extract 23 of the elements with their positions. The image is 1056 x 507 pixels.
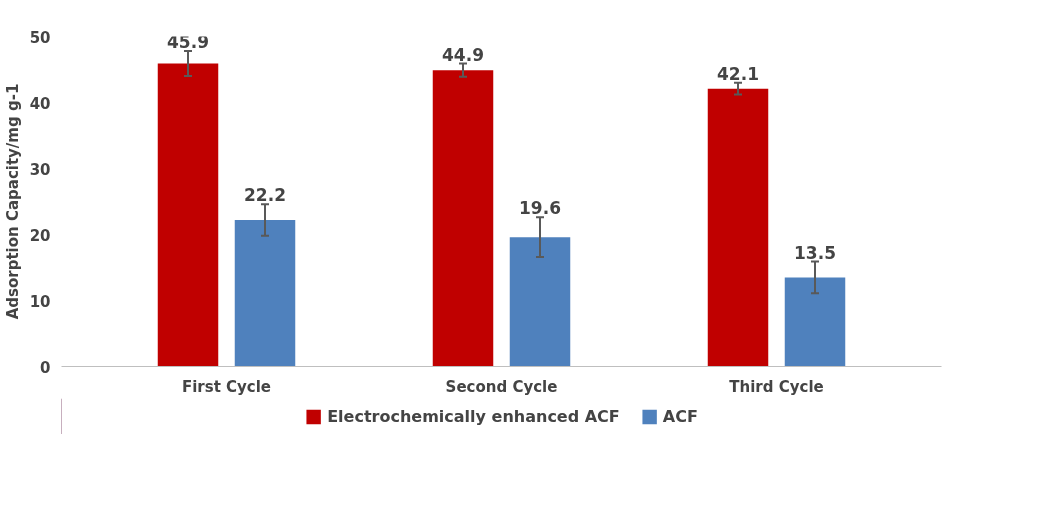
y-tick-label: 0 — [40, 358, 51, 377]
x-tick-label: Third Cycle — [729, 377, 824, 396]
bar — [509, 237, 571, 367]
bar — [432, 70, 494, 367]
bar — [784, 277, 846, 367]
y-tick-label: 40 — [29, 94, 51, 113]
y-axis-title: Adsorption Capacity/mg g-1 — [3, 83, 22, 320]
legend-label: ACF — [662, 406, 698, 426]
x-tick-label: Second Cycle — [445, 377, 558, 396]
legend-label: Electrochemically enhanced ACF — [327, 406, 620, 426]
y-tick-label: 30 — [29, 160, 51, 179]
y-tick-label: 20 — [29, 226, 51, 245]
data-label: 42.1 — [717, 63, 759, 84]
data-label: 44.9 — [442, 44, 484, 65]
data-label: 19.6 — [519, 198, 561, 219]
x-tick-label: First Cycle — [181, 377, 272, 396]
data-label: 22.2 — [244, 185, 286, 206]
y-tick-label: 10 — [29, 292, 51, 311]
data-label: 13.5 — [794, 242, 836, 263]
bar — [234, 219, 296, 367]
bar — [157, 63, 219, 367]
y-tick-label: 50 — [29, 28, 51, 47]
bar — [707, 88, 769, 367]
